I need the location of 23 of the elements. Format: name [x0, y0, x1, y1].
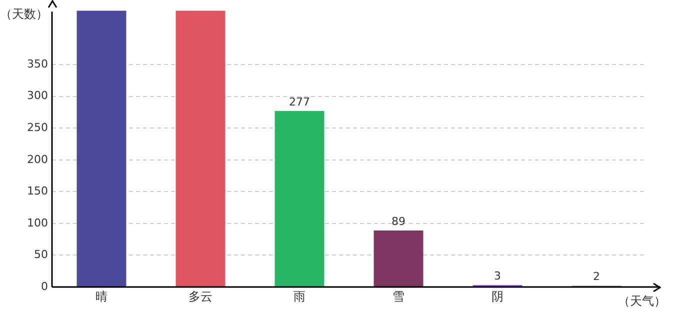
y-tick-label: 0: [41, 280, 48, 293]
y-tick-label: 300: [27, 89, 48, 102]
y-tick-label: 100: [27, 216, 48, 230]
y-tick-label: 250: [27, 121, 48, 134]
y-axis-title: （天数）: [0, 6, 48, 23]
data-label: 3: [494, 269, 501, 282]
bar: [76, 10, 126, 286]
data-label: 89: [392, 214, 406, 228]
x-tick-label: 雪: [392, 289, 404, 304]
x-tick-label: 雨: [294, 289, 306, 304]
y-tick-label: 150: [27, 184, 48, 198]
y-tick-label: 50: [34, 248, 48, 262]
y-tick-label: 350: [27, 57, 48, 70]
x-axis-title: （天气）: [618, 293, 666, 310]
x-tick-label: 多云: [188, 289, 212, 304]
data-label: 277: [289, 95, 310, 108]
y-tick-label: 200: [27, 152, 48, 166]
bar: [176, 10, 226, 286]
bar: [274, 110, 324, 286]
data-label: 2: [593, 270, 600, 284]
x-tick-label: 阴: [492, 289, 504, 304]
x-tick-label: 晴: [96, 289, 108, 304]
bar: [374, 230, 424, 286]
